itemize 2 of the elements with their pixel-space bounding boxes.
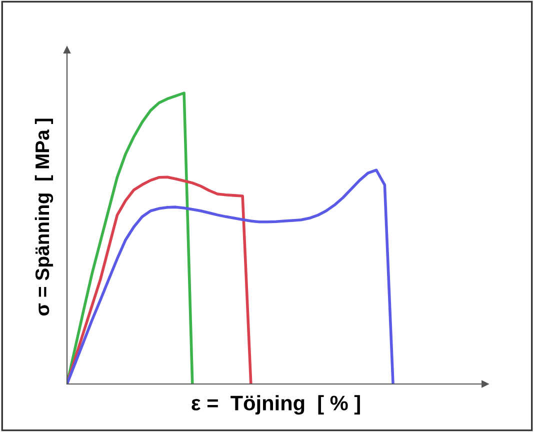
x-axis-title: ε = Töjning [ % ]	[192, 395, 360, 415]
y-axis-title: σ = Spänning [ MPa ]	[34, 118, 54, 316]
